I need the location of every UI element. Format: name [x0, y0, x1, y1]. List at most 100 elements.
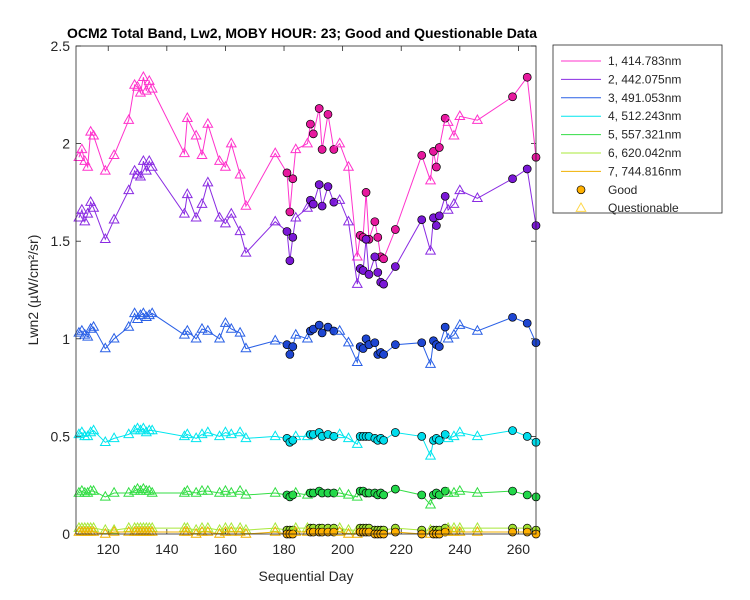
data-point-questionable	[269, 525, 281, 536]
data-point-questionable	[351, 437, 363, 448]
data-point-questionable	[178, 207, 191, 218]
legend-label: 1, 414.783nm	[608, 54, 681, 68]
data-point-questionable	[99, 523, 111, 534]
data-point-questionable	[454, 426, 466, 437]
data-point-questionable	[269, 147, 281, 158]
data-point-good	[329, 145, 339, 154]
data-point-questionable	[442, 115, 454, 126]
x-tick-label: 160	[214, 541, 238, 557]
data-point-questionable	[146, 307, 158, 318]
data-point-good	[379, 279, 388, 289]
data-point-questionable	[146, 424, 158, 435]
legend: 1, 414.783nm 2, 442.075nm 3, 491.053nm 4, 5…	[552, 44, 723, 215]
data-point-questionable	[137, 154, 150, 165]
y-tick-label: 1.5	[51, 233, 71, 249]
data-point-questionable	[134, 170, 147, 181]
data-point-questionable	[351, 356, 363, 366]
data-point-questionable	[342, 215, 355, 226]
data-point-questionable	[128, 424, 141, 435]
data-point-questionable	[82, 330, 94, 341]
data-point-questionable	[143, 154, 155, 165]
data-point-good	[379, 490, 388, 500]
data-point-questionable	[196, 149, 208, 160]
data-point-good	[288, 174, 298, 184]
data-point-good	[370, 217, 380, 227]
data-point-questionable	[240, 432, 252, 443]
data-point-good	[440, 322, 450, 332]
data-point-questionable	[85, 322, 97, 333]
data-point-questionable	[143, 74, 155, 85]
data-point-questionable	[85, 426, 97, 437]
data-point-good	[323, 182, 333, 191]
data-point-questionable	[424, 498, 437, 509]
data-point-questionable	[128, 484, 141, 495]
data-point-questionable	[351, 250, 363, 261]
data-point-questionable	[178, 147, 191, 158]
data-point-questionable	[269, 334, 281, 345]
data-point-good	[417, 215, 427, 225]
data-point-questionable	[240, 523, 252, 534]
data-point-questionable	[234, 484, 246, 495]
data-point-good	[508, 486, 517, 496]
data-point-good	[317, 201, 327, 211]
data-point-questionable	[108, 523, 120, 534]
legend-label: 5, 557.321nm	[608, 128, 681, 142]
data-point-good	[361, 188, 371, 197]
data-point-questionable	[146, 82, 158, 93]
x-axis-label: Sequential Day	[259, 568, 354, 584]
data-point-good	[417, 490, 427, 500]
legend-good-marker	[576, 185, 586, 195]
data-point-questionable	[448, 129, 460, 140]
data-point-questionable	[342, 527, 355, 538]
data-point-questionable	[213, 211, 226, 222]
data-point-good	[417, 150, 427, 160]
data-point-questionable	[269, 486, 281, 497]
data-point-questionable	[131, 80, 144, 91]
data-point-questionable	[79, 328, 91, 339]
data-point-questionable	[202, 525, 214, 536]
legend-entry: Good	[576, 183, 637, 197]
data-point-questionable	[290, 486, 302, 497]
data-point-questionable	[202, 176, 214, 187]
data-point-good	[522, 490, 532, 500]
data-point-good	[329, 197, 339, 207]
y-tick-label: 2	[62, 136, 70, 152]
data-point-questionable	[219, 426, 232, 437]
data-point-questionable	[108, 332, 120, 343]
data-point-questionable	[108, 432, 120, 443]
data-point-questionable	[448, 525, 460, 536]
data-point-questionable	[73, 428, 85, 439]
data-point-questionable	[202, 426, 214, 437]
data-point-questionable	[454, 110, 466, 120]
data-point-good	[329, 432, 339, 441]
data-point-questionable	[442, 486, 454, 497]
data-point-good	[508, 174, 517, 184]
y-axis-label: Lwn2 (µW/cm²/sr)	[25, 235, 41, 346]
data-point-questionable	[424, 244, 437, 255]
data-point-questionable	[79, 215, 91, 226]
data-point-questionable	[334, 428, 346, 439]
data-point-questionable	[143, 309, 155, 320]
legend-entry: 7, 744.816nm	[561, 164, 681, 178]
data-point-questionable	[213, 332, 226, 343]
data-point-questionable	[108, 213, 120, 224]
data-point-questionable	[123, 525, 135, 536]
data-point-questionable	[181, 324, 193, 335]
data-point-questionable	[240, 342, 252, 353]
data-point-good	[391, 484, 400, 494]
data-point-questionable	[454, 525, 466, 536]
data-point-questionable	[190, 332, 202, 343]
data-point-good	[391, 340, 400, 350]
data-point-questionable	[181, 525, 193, 536]
data-point-good	[323, 109, 333, 119]
data-point-questionable	[448, 197, 460, 208]
x-tick-label: 260	[507, 541, 531, 557]
legend-box	[552, 44, 723, 214]
data-point-questionable	[196, 322, 208, 333]
data-point-questionable	[79, 154, 91, 165]
data-point-good	[508, 312, 517, 322]
data-point-questionable	[269, 215, 281, 226]
series-5	[73, 482, 541, 509]
legend-entry: 4, 512.243nm	[561, 109, 681, 123]
data-point-questionable	[225, 521, 237, 532]
